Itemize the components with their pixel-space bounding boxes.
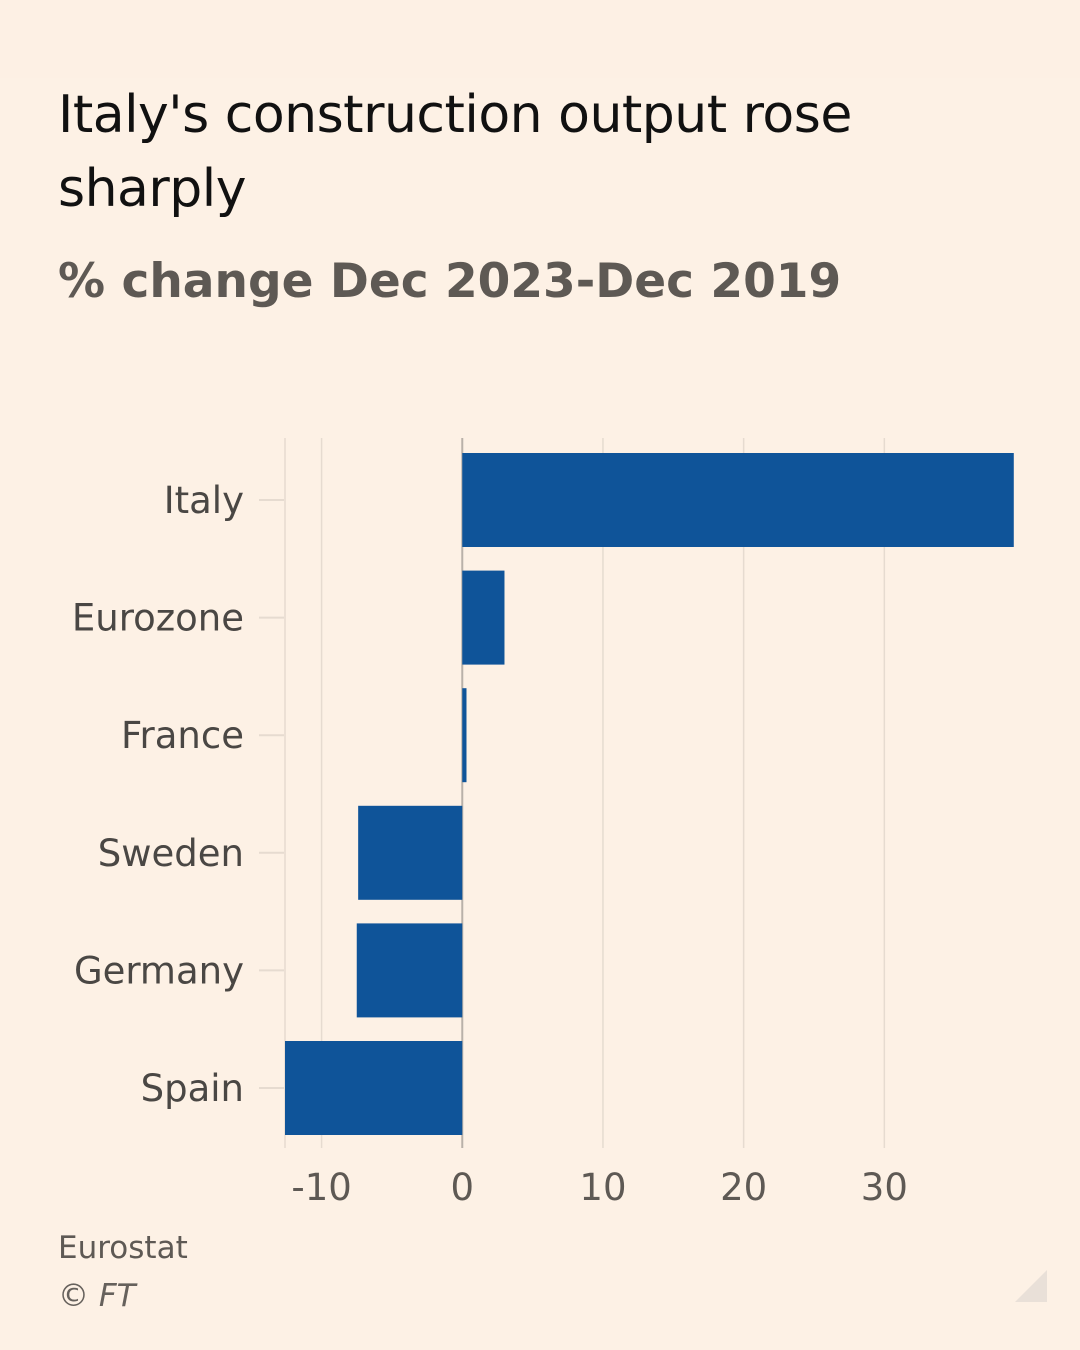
top-band (0, 0, 1080, 78)
copyright-note: © FT (58, 1278, 136, 1314)
resize-corner-icon (1015, 1270, 1047, 1302)
bar-chart: Italy Eurozone France Sweden Germany Spain -1… (72, 438, 1014, 1209)
x-tick-label: -10 (291, 1166, 351, 1209)
bar-germany (356, 923, 463, 1018)
category-label: Italy (164, 479, 244, 522)
bar-france (462, 688, 467, 783)
category-label: France (121, 714, 244, 757)
chart-subtitle: % change Dec 2023-Dec 2019 (58, 254, 842, 309)
category-label: Germany (74, 949, 244, 992)
grid-lines (259, 438, 886, 1148)
bars (285, 453, 1014, 1135)
x-tick-label: 20 (720, 1166, 767, 1209)
category-label: Sweden (98, 832, 244, 875)
x-tick-labels: -10 0 10 20 30 (291, 1166, 908, 1209)
category-label: Spain (141, 1067, 244, 1110)
x-tick-label: 10 (579, 1166, 626, 1209)
bar-spain (285, 1041, 463, 1135)
category-labels: Italy Eurozone France Sweden Germany Spain (72, 479, 244, 1110)
bar-eurozone (462, 570, 505, 665)
source-note: Eurostat (58, 1230, 188, 1266)
chart-title: Italy's construction output rose sharply (58, 85, 852, 219)
bar-italy (462, 453, 1014, 547)
x-tick-label: 30 (861, 1166, 908, 1209)
category-label: Eurozone (72, 597, 244, 640)
bar-sweden (358, 805, 463, 900)
x-tick-label: 0 (450, 1166, 474, 1209)
